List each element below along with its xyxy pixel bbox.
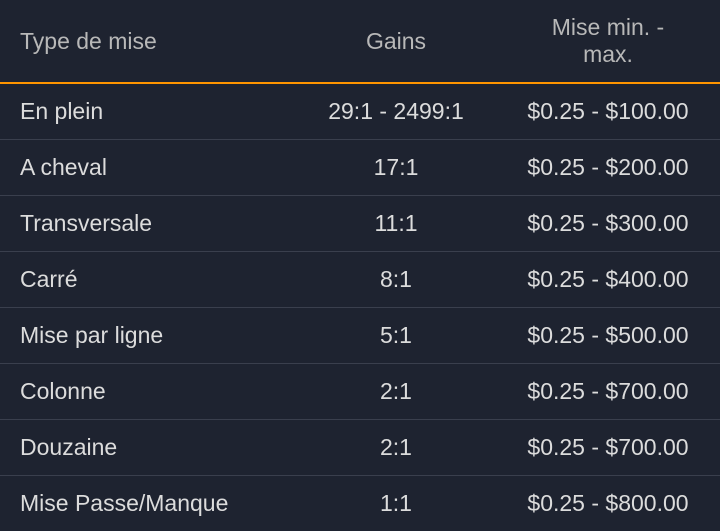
cell-gains: 17:1 [288, 140, 504, 196]
table-header-row: Type de mise Gains Mise min. - max. [0, 0, 720, 83]
cell-type: Douzaine [0, 420, 288, 476]
cell-minmax: $0.25 - $300.00 [504, 196, 720, 252]
cell-type: Mise Passe/Manque [0, 476, 288, 531]
col-header-type: Type de mise [0, 0, 288, 83]
cell-minmax: $0.25 - $500.00 [504, 308, 720, 364]
cell-type: Transversale [0, 196, 288, 252]
cell-gains: 1:1 [288, 476, 504, 531]
cell-minmax: $0.25 - $700.00 [504, 364, 720, 420]
table-row: En plein 29:1 - 2499:1 $0.25 - $100.00 [0, 83, 720, 140]
cell-gains: 2:1 [288, 420, 504, 476]
table-row: Carré 8:1 $0.25 - $400.00 [0, 252, 720, 308]
cell-type: Colonne [0, 364, 288, 420]
bet-types-table: Type de mise Gains Mise min. - max. En p… [0, 0, 720, 531]
cell-type: A cheval [0, 140, 288, 196]
cell-gains: 11:1 [288, 196, 504, 252]
table-body: En plein 29:1 - 2499:1 $0.25 - $100.00 A… [0, 83, 720, 531]
cell-gains: 2:1 [288, 364, 504, 420]
cell-minmax: $0.25 - $100.00 [504, 83, 720, 140]
cell-minmax: $0.25 - $400.00 [504, 252, 720, 308]
cell-gains: 29:1 - 2499:1 [288, 83, 504, 140]
cell-type: Mise par ligne [0, 308, 288, 364]
table-row: A cheval 17:1 $0.25 - $200.00 [0, 140, 720, 196]
col-header-minmax: Mise min. - max. [504, 0, 720, 83]
cell-type: Carré [0, 252, 288, 308]
table-row: Transversale 11:1 $0.25 - $300.00 [0, 196, 720, 252]
cell-type: En plein [0, 83, 288, 140]
cell-minmax: $0.25 - $800.00 [504, 476, 720, 531]
cell-minmax: $0.25 - $700.00 [504, 420, 720, 476]
table-row: Colonne 2:1 $0.25 - $700.00 [0, 364, 720, 420]
table-row: Mise Passe/Manque 1:1 $0.25 - $800.00 [0, 476, 720, 531]
table-row: Mise par ligne 5:1 $0.25 - $500.00 [0, 308, 720, 364]
cell-gains: 8:1 [288, 252, 504, 308]
table-row: Douzaine 2:1 $0.25 - $700.00 [0, 420, 720, 476]
cell-gains: 5:1 [288, 308, 504, 364]
col-header-gains: Gains [288, 0, 504, 83]
cell-minmax: $0.25 - $200.00 [504, 140, 720, 196]
